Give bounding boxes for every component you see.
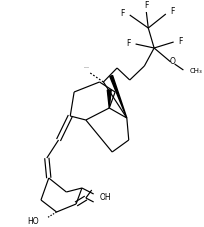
Text: F: F	[121, 10, 125, 18]
Text: F: F	[144, 2, 149, 10]
Polygon shape	[110, 75, 127, 118]
Polygon shape	[107, 90, 111, 108]
Text: F: F	[171, 7, 175, 17]
Text: HO: HO	[27, 217, 39, 225]
Text: OH: OH	[100, 193, 111, 202]
Text: F: F	[126, 39, 131, 49]
Text: F: F	[178, 37, 183, 47]
Text: CH₃: CH₃	[189, 68, 202, 74]
Text: ···: ···	[84, 66, 90, 71]
Text: O: O	[170, 57, 176, 67]
